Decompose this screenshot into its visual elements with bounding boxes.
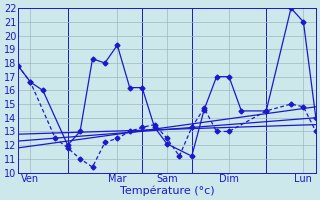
X-axis label: Température (°c): Température (°c) bbox=[120, 185, 214, 196]
